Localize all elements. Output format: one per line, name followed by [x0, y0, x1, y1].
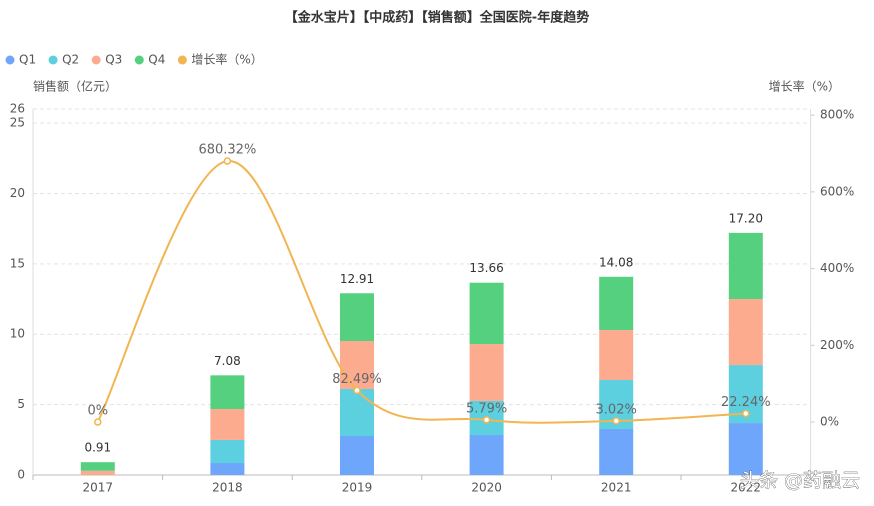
bar-segment — [599, 428, 634, 475]
chart-title: 【金水宝片】【中成药】【销售额】全国医院-年度趋势 — [285, 10, 589, 26]
total-label: 0.91 — [84, 441, 111, 455]
y-tick-label: 26 — [10, 102, 25, 116]
legend-marker — [5, 55, 15, 65]
growth-label: 22.24% — [721, 395, 771, 410]
y2-tick-label: 600% — [820, 184, 854, 198]
y2-axis-title: 增长率（%） — [769, 79, 840, 94]
growth-line — [96, 160, 746, 424]
legend-label: 增长率（%） — [191, 52, 262, 67]
bar-segment — [210, 463, 245, 475]
legend-label: Q1 — [19, 53, 36, 67]
y-axis-title: 销售额（亿元） — [33, 79, 117, 94]
y-tick-label: 25 — [10, 116, 25, 130]
bar-segment — [210, 408, 245, 440]
total-label: 13.66 — [469, 261, 503, 275]
total-label: 17.20 — [729, 211, 763, 225]
bar-segment — [599, 330, 634, 380]
growth-point — [223, 157, 232, 165]
total-label: 12.91 — [340, 272, 374, 286]
bar-segment — [340, 340, 374, 389]
growth-label: 5.79% — [466, 401, 507, 416]
growth-point — [482, 416, 491, 424]
bar-segment — [728, 299, 763, 366]
growth-label: 680.32% — [198, 143, 256, 158]
y-tick-label: 5 — [17, 397, 25, 411]
bar-segment — [728, 423, 763, 475]
total-label: 7.08 — [214, 354, 241, 368]
growth-point — [742, 409, 750, 418]
bar-segment — [469, 344, 504, 401]
x-tick-label: 2017 — [83, 481, 114, 495]
x-tick-label: 2021 — [601, 481, 632, 495]
bar-segment — [80, 462, 115, 471]
bars — [80, 232, 763, 475]
growth-point — [94, 418, 102, 426]
bar-segment — [728, 232, 763, 300]
bar-segment — [210, 375, 245, 409]
y2-tick-label: 0% — [820, 415, 839, 429]
bar-segment — [80, 470, 115, 475]
growth-point — [353, 386, 361, 395]
y-tick-label: 15 — [10, 256, 25, 270]
bar-segment — [469, 435, 504, 475]
x-tick-label: 2020 — [471, 481, 502, 495]
growth-label: 0% — [87, 404, 108, 419]
legend-marker — [91, 55, 101, 65]
legend-label: Q2 — [62, 53, 79, 67]
bar-segment — [340, 293, 374, 341]
bar-segment — [210, 439, 245, 464]
legend-marker — [134, 55, 144, 65]
legend-label: Q3 — [105, 53, 122, 67]
growth-label: 82.49% — [332, 372, 382, 387]
legend-marker — [48, 55, 58, 65]
y2-tick-label: 200% — [820, 338, 854, 352]
y2-tick-label: 800% — [820, 108, 854, 122]
y2-tick-label: 400% — [820, 261, 854, 275]
total-label: 14.08 — [599, 255, 633, 269]
legend-marker — [177, 55, 187, 65]
x-tick-label: 2019 — [342, 481, 373, 495]
watermark: 头条 @药融云 — [740, 470, 860, 492]
bar-segment — [469, 282, 504, 345]
bar-segment — [340, 436, 374, 475]
bar-segment — [599, 276, 634, 331]
legend-label: Q4 — [148, 53, 165, 67]
overlay: Q1 Q2 Q3 Q4 增长率（%） 0.91 7.08 12.91 13.66 14.08 17.… — [5, 52, 860, 492]
y-tick-label: 0 — [17, 468, 25, 482]
x-tick-label: 2018 — [212, 481, 243, 495]
y-tick-label: 20 — [10, 186, 25, 200]
bar-segment — [340, 388, 374, 437]
x-tick-label: 2022 — [731, 481, 762, 495]
y-tick-label: 10 — [10, 327, 25, 341]
growth-point — [612, 417, 620, 425]
growth-label: 3.02% — [596, 402, 637, 417]
